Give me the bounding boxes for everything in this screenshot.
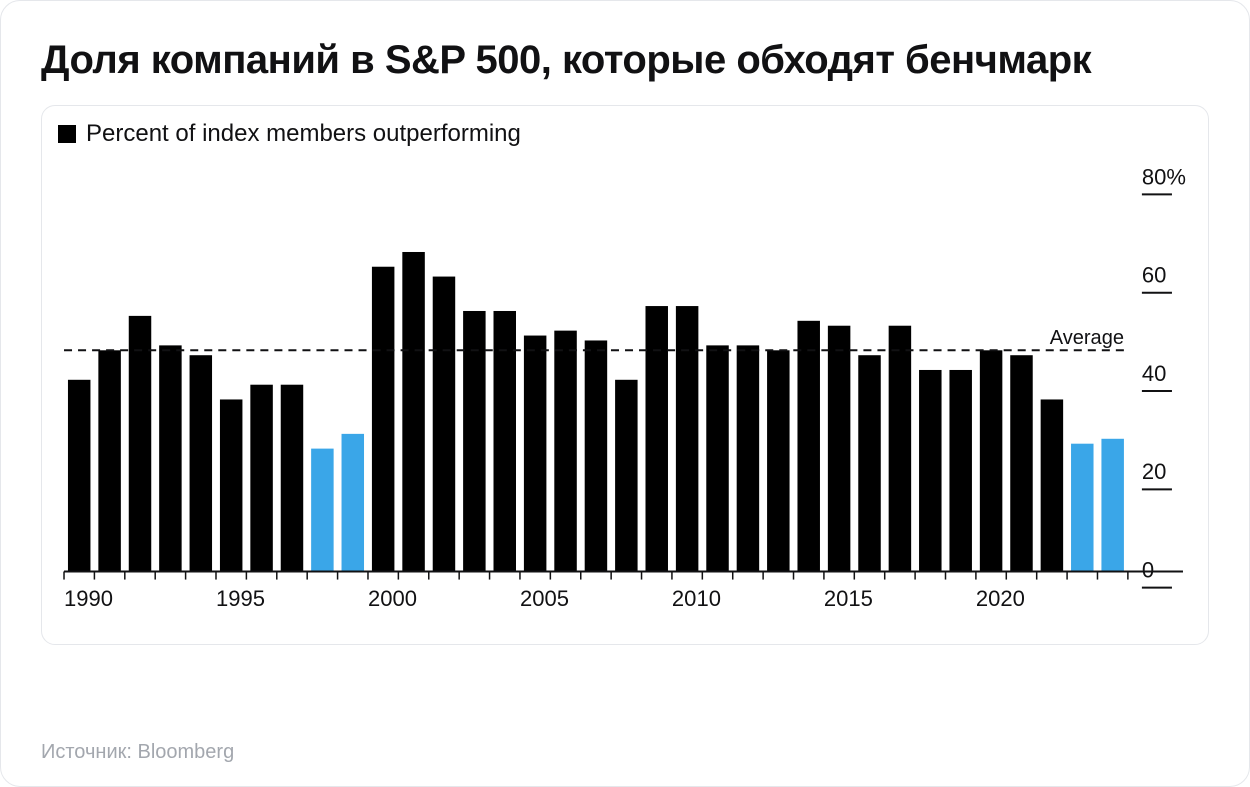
legend-label: Percent of index members outperforming xyxy=(86,120,521,148)
bar xyxy=(828,326,850,572)
x-tick-label: 2015 xyxy=(824,586,873,611)
bar xyxy=(980,350,1002,571)
x-tick-label: 2010 xyxy=(672,586,721,611)
chart-legend: Percent of index members outperforming xyxy=(58,120,1198,148)
y-tick-label: 80% xyxy=(1142,164,1186,189)
bar-chart-svg: Average 1990 1995 2000 2005 2010 2015 2020 0 20… xyxy=(56,148,1198,632)
bar xyxy=(129,316,151,572)
bar xyxy=(767,350,789,571)
bar xyxy=(949,370,971,572)
bar xyxy=(706,345,728,571)
bar xyxy=(98,350,120,571)
bar xyxy=(402,252,424,572)
bars-group xyxy=(68,252,1124,572)
x-axis-labels: 1990 1995 2000 2005 2010 2015 2020 xyxy=(64,586,1025,611)
bar xyxy=(190,355,212,571)
bar xyxy=(858,355,880,571)
bar xyxy=(1101,439,1123,572)
bar xyxy=(220,399,242,571)
bar xyxy=(797,321,819,572)
bar xyxy=(159,345,181,571)
bar xyxy=(919,370,941,572)
x-tick-label: 1995 xyxy=(216,586,265,611)
bar xyxy=(1071,444,1093,572)
bar xyxy=(281,385,303,572)
x-tick-label: 2005 xyxy=(520,586,569,611)
chart-frame: Percent of index members outperforming A… xyxy=(41,105,1209,645)
bar xyxy=(68,380,90,572)
bar xyxy=(889,326,911,572)
bar xyxy=(737,345,759,571)
bar xyxy=(250,385,272,572)
bar xyxy=(433,277,455,572)
bar xyxy=(1041,399,1063,571)
y-axis-labels: 0 20 40 60 80% xyxy=(1142,164,1186,582)
legend-swatch xyxy=(58,125,76,143)
bar xyxy=(645,306,667,571)
y-tick-label: 0 xyxy=(1142,557,1154,582)
bar xyxy=(524,336,546,572)
plot-area: Average 1990 1995 2000 2005 2010 2015 2020 0 20… xyxy=(56,148,1198,632)
x-axis-ticks xyxy=(64,572,1128,580)
bar xyxy=(615,380,637,572)
y-axis-ticks xyxy=(1142,194,1172,587)
bar xyxy=(342,434,364,572)
y-tick-label: 20 xyxy=(1142,459,1167,484)
bar xyxy=(372,267,394,572)
x-tick-label: 2000 xyxy=(368,586,417,611)
bar xyxy=(1010,355,1032,571)
bar xyxy=(554,331,576,572)
bar xyxy=(676,306,698,571)
chart-card: Доля компаний в S&P 500, которые обходят… xyxy=(0,0,1250,787)
chart-title: Доля компаний в S&P 500, которые обходят… xyxy=(41,37,1209,83)
x-tick-label: 2020 xyxy=(976,586,1025,611)
y-tick-label: 40 xyxy=(1142,361,1167,386)
x-tick-label: 1990 xyxy=(64,586,113,611)
bar xyxy=(311,449,333,572)
source-attribution: Источник: Bloomberg xyxy=(41,741,234,764)
bar xyxy=(585,340,607,571)
y-tick-label: 60 xyxy=(1142,263,1167,288)
average-label: Average xyxy=(1050,327,1124,349)
